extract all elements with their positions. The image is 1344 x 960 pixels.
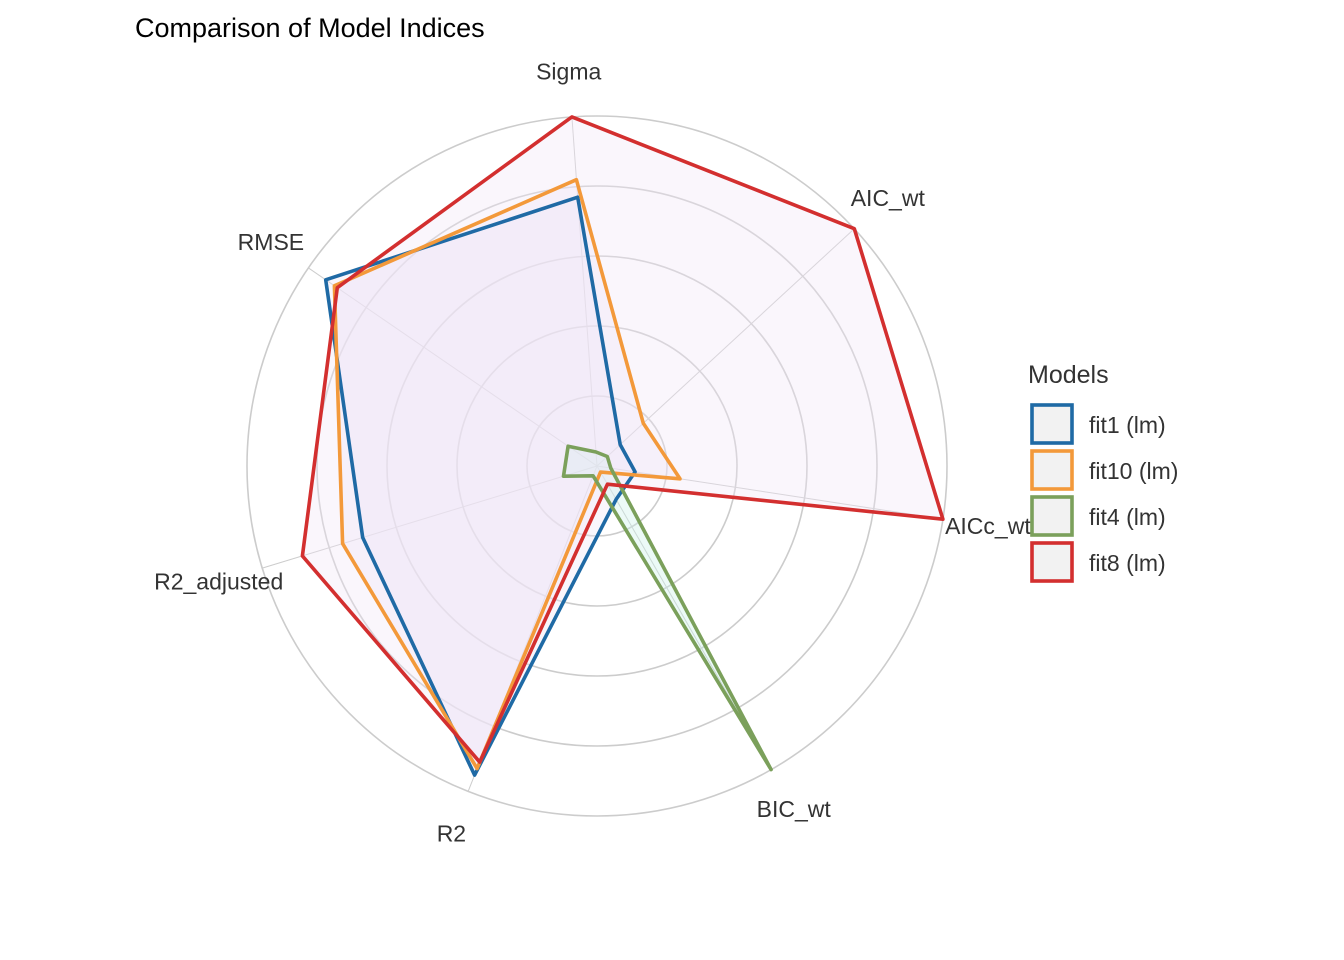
legend-key-fit4 <box>1030 495 1074 537</box>
legend-item-fit8: fit8 (lm) <box>1030 541 1166 583</box>
series-fill-fit8 <box>302 116 943 763</box>
legend-label-fit10: fit10 (lm) <box>1089 458 1178 484</box>
legend-item-fit10: fit10 (lm) <box>1030 449 1178 491</box>
legend-key-fit8 <box>1030 541 1074 583</box>
spoke-sigma <box>571 116 598 467</box>
series-line-fit10 <box>332 177 682 771</box>
axis-label-rmse: RMSE <box>238 229 304 255</box>
legend-item-fit4: fit4 (lm) <box>1030 495 1166 537</box>
axis-label-aicc-wt: AICc_wt <box>945 513 1031 539</box>
grid-circle-4 <box>316 185 878 747</box>
legend-label-fit4: fit4 (lm) <box>1089 504 1166 530</box>
axis-label-r2-adjusted: R2_adjusted <box>154 568 283 594</box>
legend-key-fit1 <box>1030 403 1074 445</box>
series-line-fit8 <box>300 115 945 764</box>
legend-item-fit1: fit1 (lm) <box>1030 403 1166 445</box>
chart-title: Comparison of Model Indices <box>135 13 485 43</box>
series-line-fit4 <box>561 444 773 772</box>
grid-circle-5 <box>246 115 948 817</box>
axis-label-sigma: Sigma <box>536 59 601 85</box>
legend-key-fit10 <box>1030 449 1074 491</box>
spoke-rmse <box>308 267 598 467</box>
axis-label-aic-wt: AIC_wt <box>851 185 926 211</box>
spoke-aic-wt <box>596 228 855 467</box>
series-fills <box>302 116 943 776</box>
series-line-fit1 <box>323 195 637 777</box>
series-fill-fit1 <box>325 197 636 776</box>
series-lines <box>300 115 945 777</box>
axis-labels: AICc_wt AIC_wt Sigma RMSE R2_adjusted R2 BIC_w… <box>154 59 1031 847</box>
series-fill-fit10 <box>334 179 680 769</box>
axis-label-bic-wt: BIC_wt <box>757 796 832 822</box>
grid-circle-2 <box>456 325 738 607</box>
legend: Models fit1 (lm) fit10 (lm) fit4 (lm) fit8 … <box>1028 361 1178 583</box>
legend-label-fit8: fit8 (lm) <box>1089 550 1166 576</box>
spoke-r2-adjusted <box>262 465 598 569</box>
axis-label-r2: R2 <box>437 821 466 847</box>
legend-title: Models <box>1028 361 1109 389</box>
legend-label-fit1: fit1 (lm) <box>1089 412 1166 438</box>
